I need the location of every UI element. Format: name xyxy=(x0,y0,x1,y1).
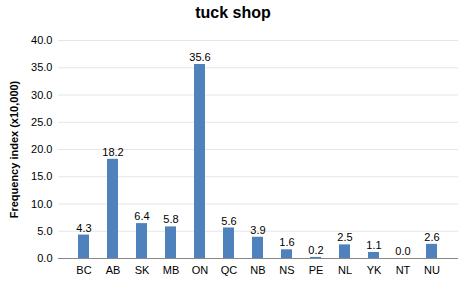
svg-text:1.6: 1.6 xyxy=(279,236,294,248)
svg-text:2.5: 2.5 xyxy=(337,231,352,243)
svg-text:BC: BC xyxy=(76,264,91,276)
svg-text:NL: NL xyxy=(338,264,352,276)
svg-text:AB: AB xyxy=(106,264,121,276)
svg-text:18.2: 18.2 xyxy=(102,146,123,158)
svg-text:0.0: 0.0 xyxy=(37,252,52,264)
svg-text:0.2: 0.2 xyxy=(308,244,323,256)
svg-text:30.0: 30.0 xyxy=(31,89,52,101)
svg-text:MB: MB xyxy=(163,264,180,276)
svg-text:6.4: 6.4 xyxy=(134,210,149,222)
html-text:tuck shop: tuck shop xyxy=(195,4,271,21)
svg-text:35.0: 35.0 xyxy=(31,61,52,73)
svg-text:40.0: 40.0 xyxy=(31,34,52,46)
svg-text:4.3: 4.3 xyxy=(76,222,91,234)
svg-text:5.6: 5.6 xyxy=(221,215,236,227)
svg-text:15.0: 15.0 xyxy=(31,170,52,182)
svg-text:QC: QC xyxy=(221,264,238,276)
svg-text:NB: NB xyxy=(250,264,265,276)
svg-text:5.8: 5.8 xyxy=(163,213,178,225)
svg-text:ON: ON xyxy=(192,264,209,276)
svg-text:NU: NU xyxy=(424,264,440,276)
svg-text:YK: YK xyxy=(367,264,382,276)
svg-text:5.0: 5.0 xyxy=(37,225,52,237)
svg-text:NT: NT xyxy=(396,264,411,276)
svg-text:0.0: 0.0 xyxy=(395,245,410,257)
svg-text:NS: NS xyxy=(279,264,294,276)
svg-text:20.0: 20.0 xyxy=(31,143,52,155)
svg-text:10.0: 10.0 xyxy=(31,198,52,210)
svg-text:2.6: 2.6 xyxy=(424,231,439,243)
svg-text:3.9: 3.9 xyxy=(250,224,265,236)
svg-text:35.6: 35.6 xyxy=(189,51,210,63)
svg-text:PE: PE xyxy=(309,264,324,276)
svg-text:SK: SK xyxy=(135,264,150,276)
svg-text:Frequency index (x10,000): Frequency index (x10,000) xyxy=(8,80,20,218)
svg-text:1.1: 1.1 xyxy=(366,239,381,251)
svg-text:25.0: 25.0 xyxy=(31,116,52,128)
